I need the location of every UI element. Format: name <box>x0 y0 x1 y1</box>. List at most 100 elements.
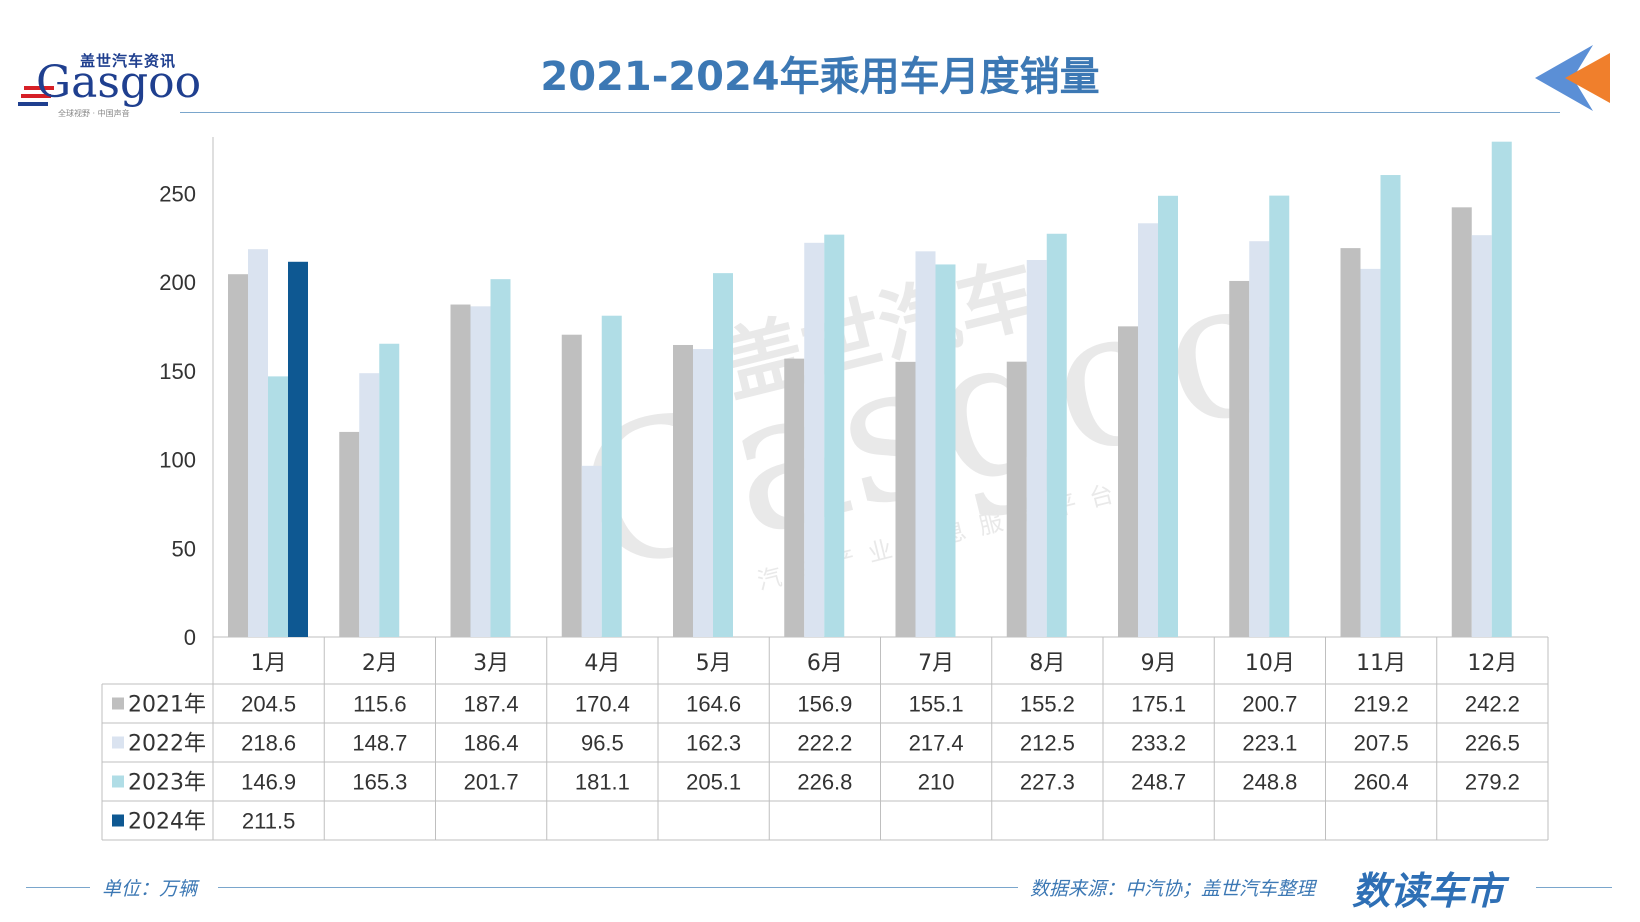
legend-label: 2021年 <box>128 693 206 718</box>
data-label: 226.8 <box>797 770 852 795</box>
data-label: 155.2 <box>1020 692 1075 717</box>
arrow-logo-icon <box>1535 45 1610 111</box>
bar <box>1380 175 1401 637</box>
logo-slogan: 全球视野 · 中国声音 <box>58 109 130 118</box>
brand-mark: 数读车市 <box>1352 869 1505 913</box>
footer-middle-divider <box>218 887 1018 888</box>
data-label: 96.5 <box>581 731 624 756</box>
bar <box>601 315 622 637</box>
data-label: 201.7 <box>464 770 519 795</box>
legend-swatch <box>112 814 124 827</box>
data-label: 218.6 <box>241 731 296 756</box>
data-label: 204.5 <box>241 692 296 717</box>
data-label: 222.2 <box>797 731 852 756</box>
bar <box>895 361 916 637</box>
data-label: 170.4 <box>575 692 630 717</box>
data-label: 242.2 <box>1465 692 1520 717</box>
y-tick-label: 250 <box>159 181 196 206</box>
data-label: 226.5 <box>1465 731 1520 756</box>
bar <box>1249 241 1270 637</box>
footer-left-divider <box>26 887 90 888</box>
x-category-label: 5月 <box>696 651 732 676</box>
y-tick-label: 150 <box>159 359 196 384</box>
data-label: 162.3 <box>686 731 741 756</box>
data-label: 164.6 <box>686 692 741 717</box>
bar <box>693 349 713 637</box>
bar <box>1138 223 1158 637</box>
data-label: 279.2 <box>1465 770 1520 795</box>
logo-stripes-icon <box>18 86 54 106</box>
data-label: 181.1 <box>575 770 630 795</box>
bar <box>1471 235 1492 637</box>
bar-series <box>228 141 1512 638</box>
data-label: 155.1 <box>909 692 964 717</box>
bar <box>1006 361 1027 637</box>
bar <box>490 279 511 637</box>
bar <box>935 264 956 637</box>
page-title: 2021-2024年乘用车月度销量 <box>540 54 1100 100</box>
bar <box>1491 141 1512 637</box>
bar <box>268 376 288 637</box>
bar <box>248 249 268 637</box>
title-divider <box>180 112 1560 113</box>
data-label: 212.5 <box>1020 731 1075 756</box>
x-category-label: 9月 <box>1141 651 1177 676</box>
bar <box>804 242 825 638</box>
series-2022年 <box>248 223 1492 638</box>
bar <box>470 306 491 637</box>
series-2021年 <box>228 207 1472 637</box>
bar <box>1026 260 1047 637</box>
logo-en-text: Gasgoo <box>36 57 202 108</box>
series-2024年 <box>288 261 308 637</box>
bar <box>228 274 248 637</box>
data-label: 146.9 <box>241 770 296 795</box>
data-label: 205.1 <box>686 770 741 795</box>
data-label: 211.5 <box>242 809 295 834</box>
bar <box>915 251 936 638</box>
data-label: 248.7 <box>1131 770 1186 795</box>
bar <box>784 358 805 637</box>
bar <box>1340 248 1361 637</box>
data-label: 175.1 <box>1131 692 1186 717</box>
gasgoo-logo: Gasgoo 盖世汽车资讯 全球视野 · 中国声音 <box>18 50 201 120</box>
bar <box>581 465 602 637</box>
unit-label: 单位：万辆 <box>102 878 198 900</box>
x-category-label: 7月 <box>918 651 954 676</box>
y-tick-label: 0 <box>184 625 196 650</box>
bar <box>1158 195 1178 637</box>
x-category-label: 10月 <box>1245 651 1295 676</box>
logo-cn-text: 盖世汽车资讯 <box>80 52 177 70</box>
data-label: 210 <box>918 770 955 795</box>
bar <box>561 334 582 637</box>
y-tick-label: 100 <box>159 448 196 473</box>
bar <box>359 373 380 637</box>
x-category-label: 4月 <box>584 651 620 676</box>
y-tick-label: 50 <box>172 536 196 561</box>
source-label: 数据来源：中汽协；盖世汽车整理 <box>1030 878 1316 900</box>
bar <box>450 304 471 637</box>
data-label: 207.5 <box>1354 731 1409 756</box>
x-category-label: 11月 <box>1356 651 1406 676</box>
bar <box>1269 195 1290 638</box>
y-tick-label: 200 <box>159 270 196 295</box>
bar <box>673 344 693 637</box>
legend-swatch <box>112 775 124 788</box>
x-category-label: 2月 <box>362 651 398 676</box>
bar <box>1046 233 1067 637</box>
data-label: 156.9 <box>797 692 852 717</box>
legend-label: 2024年 <box>128 810 206 835</box>
bar <box>1360 268 1381 637</box>
legend-swatch <box>112 697 124 710</box>
data-label: 260.4 <box>1354 770 1409 795</box>
bar <box>288 261 308 637</box>
data-label: 217.4 <box>909 731 964 756</box>
bar <box>824 234 845 637</box>
data-label: 219.2 <box>1354 692 1409 717</box>
series-2023年 <box>268 141 1512 638</box>
data-label: 187.4 <box>464 692 519 717</box>
x-category-label: 6月 <box>807 651 843 676</box>
data-label: 248.8 <box>1242 770 1297 795</box>
data-table: 1月 2月 3月 4月 5月 6月 7月 8月 9月 10月 11月 12月 2021年 204.5 115… <box>101 637 1549 841</box>
legend-swatch <box>112 736 124 749</box>
